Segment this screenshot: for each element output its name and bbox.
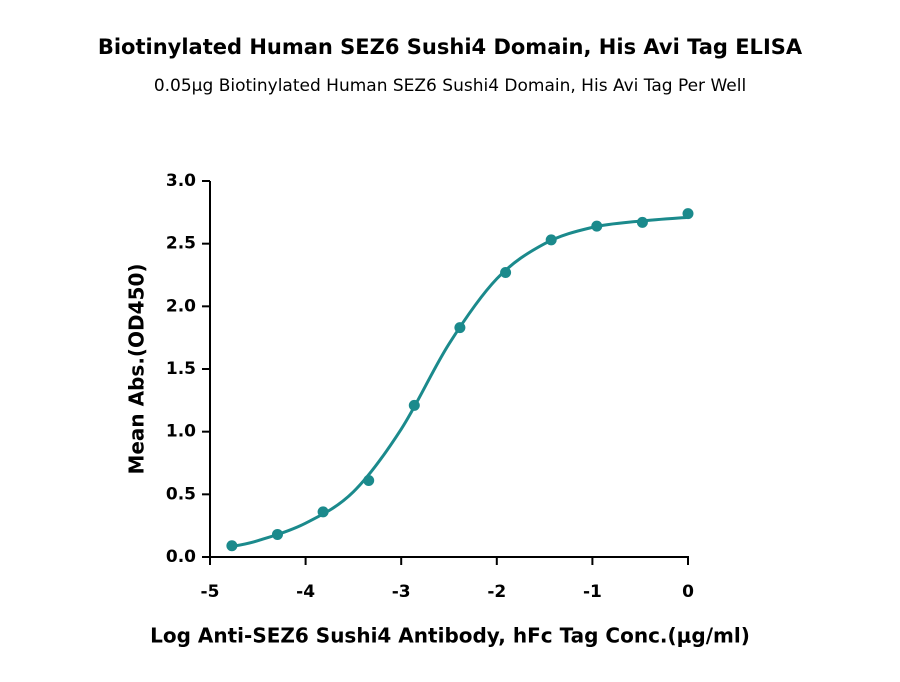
y-tick-label: 2.0 xyxy=(166,296,196,316)
fit-curve xyxy=(228,215,689,549)
y-tick-label: 3.0 xyxy=(166,171,196,191)
x-tick-label: -1 xyxy=(583,582,602,602)
data-point xyxy=(682,208,694,220)
data-point xyxy=(591,220,603,232)
y-tick-label: 1.0 xyxy=(166,422,196,442)
data-point xyxy=(363,475,375,487)
data-point xyxy=(500,266,512,278)
y-axis-label: Mean Abs.(OD450) xyxy=(125,263,149,474)
data-point xyxy=(636,216,648,228)
chart-title: Biotinylated Human SEZ6 Sushi4 Domain, H… xyxy=(98,35,803,59)
data-point xyxy=(271,528,283,540)
x-tick-label: -2 xyxy=(487,582,506,602)
data-point xyxy=(317,506,329,518)
x-tick-label: -3 xyxy=(392,582,411,602)
data-point xyxy=(545,234,557,246)
x-tick-label: -5 xyxy=(201,582,220,602)
x-tick-label: -4 xyxy=(296,582,315,602)
y-tick-label: 0.0 xyxy=(166,547,196,567)
data-point xyxy=(226,540,238,552)
data-point xyxy=(454,322,466,334)
chart-subtitle: 0.05μg Biotinylated Human SEZ6 Sushi4 Do… xyxy=(154,76,746,96)
data-point xyxy=(408,399,420,411)
y-tick-label: 0.5 xyxy=(166,484,196,504)
y-tick-label: 1.5 xyxy=(166,359,196,379)
y-tick-label: 2.5 xyxy=(166,234,196,254)
x-axis-label: Log Anti-SEZ6 Sushi4 Antibody, hFc Tag C… xyxy=(150,624,750,648)
x-tick-label: 0 xyxy=(682,582,694,602)
